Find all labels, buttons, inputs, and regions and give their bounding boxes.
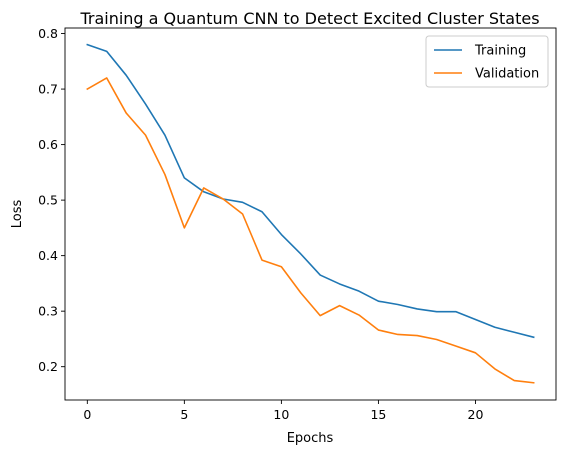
- plot-series: [86, 43, 535, 384]
- x-tick-label: 15: [370, 407, 386, 422]
- x-tick-label: 0: [83, 407, 91, 422]
- x-tick-label: 5: [180, 407, 188, 422]
- legend-box: [425, 35, 549, 88]
- x-tick-label: 10: [273, 407, 289, 422]
- series-line-training: [86, 43, 535, 339]
- legend-label-training: Training: [474, 44, 526, 59]
- x-axis: 0 5 10 15 20: [83, 400, 483, 422]
- series-line-validation: [86, 77, 535, 384]
- y-tick-label: 0.3: [38, 304, 58, 319]
- y-tick-label: 0.2: [38, 359, 58, 374]
- y-axis: 0.2 0.3 0.4 0.5 0.6 0.7 0.8: [38, 26, 65, 374]
- y-axis-label: Loss: [10, 200, 25, 229]
- y-tick-label: 0.5: [38, 193, 58, 208]
- x-tick-label: 20: [468, 407, 484, 422]
- y-tick-label: 0.6: [38, 137, 58, 152]
- legend-label-validation: Validation: [475, 67, 539, 82]
- legend: Training Validation: [425, 35, 549, 88]
- y-tick-label: 0.4: [38, 248, 58, 263]
- plot-frame: [64, 27, 557, 401]
- y-tick-label: 0.8: [38, 26, 58, 41]
- y-tick-label: 0.7: [38, 82, 58, 97]
- x-axis-label: Epochs: [287, 431, 334, 446]
- chart-title: Training a Quantum CNN to Detect Excited…: [79, 9, 539, 28]
